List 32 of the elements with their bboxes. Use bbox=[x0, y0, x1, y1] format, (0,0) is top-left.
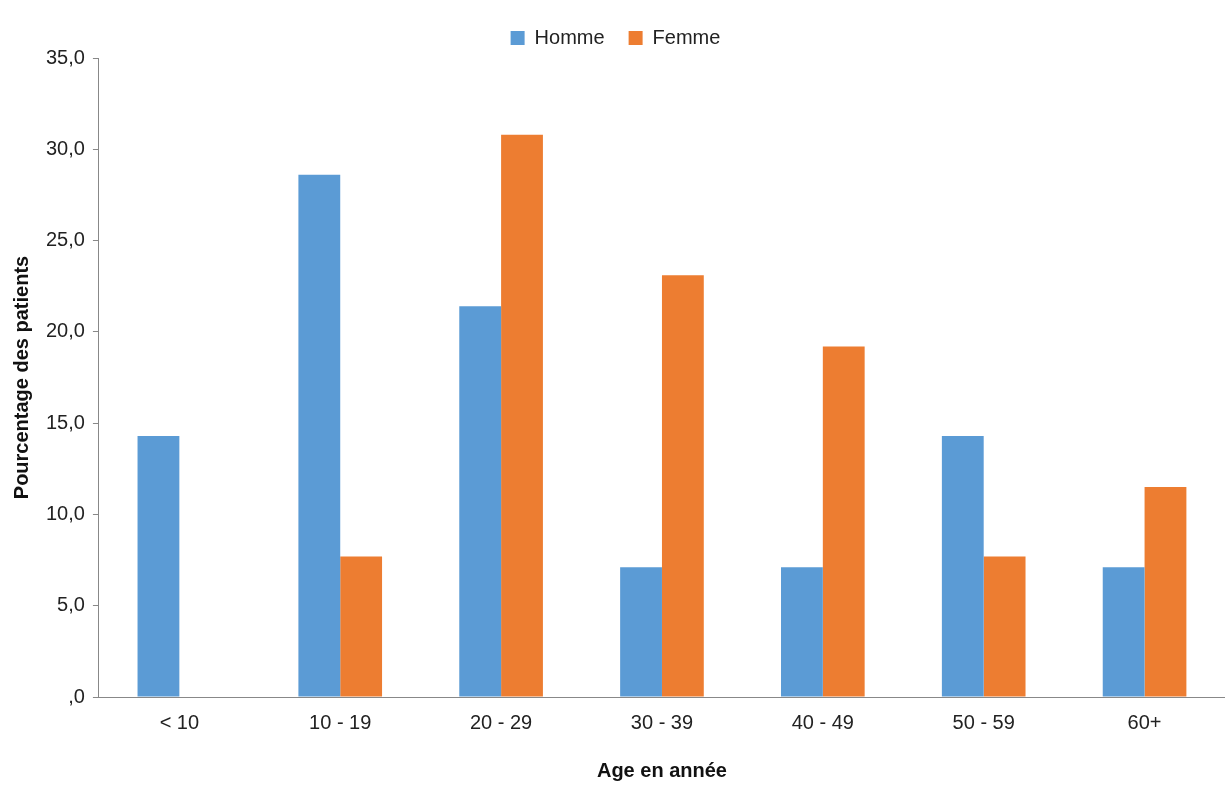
x-axis-title: Age en année bbox=[596, 758, 727, 781]
bar bbox=[822, 346, 865, 697]
bar bbox=[983, 556, 1026, 697]
bar bbox=[1144, 487, 1187, 697]
x-tick-label: < 10 bbox=[159, 710, 200, 733]
y-tick-label: ,0 bbox=[68, 684, 85, 707]
x-tick-label: 10 - 19 bbox=[309, 710, 372, 733]
bar bbox=[781, 567, 823, 697]
legend-label: Femme bbox=[652, 25, 721, 48]
y-tick-label: 35,0 bbox=[45, 45, 85, 68]
y-tick-label: 20,0 bbox=[45, 319, 85, 342]
y-axis-title: Pourcentage des patients bbox=[9, 255, 32, 500]
bar bbox=[501, 134, 543, 697]
bar bbox=[340, 556, 383, 697]
bar bbox=[661, 275, 704, 697]
bar bbox=[620, 567, 662, 697]
x-tick-label: 60+ bbox=[1127, 710, 1162, 733]
bar bbox=[459, 306, 502, 697]
y-tick-label: 10,0 bbox=[45, 501, 85, 524]
x-tick-label: 30 - 39 bbox=[630, 710, 694, 733]
x-tick-label: 40 - 49 bbox=[791, 710, 854, 733]
x-tick-label: 50 - 59 bbox=[952, 710, 1015, 733]
y-tick-label: 30,0 bbox=[45, 136, 85, 159]
bar bbox=[298, 174, 341, 697]
x-tick-label: 20 - 29 bbox=[469, 710, 533, 733]
legend-label: Homme bbox=[534, 25, 605, 48]
y-tick-label: 5,0 bbox=[57, 593, 85, 616]
bar bbox=[1102, 567, 1145, 697]
y-tick-label: 15,0 bbox=[45, 410, 85, 433]
bar bbox=[137, 435, 180, 697]
bar bbox=[941, 435, 984, 697]
y-tick-label: 25,0 bbox=[45, 228, 85, 251]
